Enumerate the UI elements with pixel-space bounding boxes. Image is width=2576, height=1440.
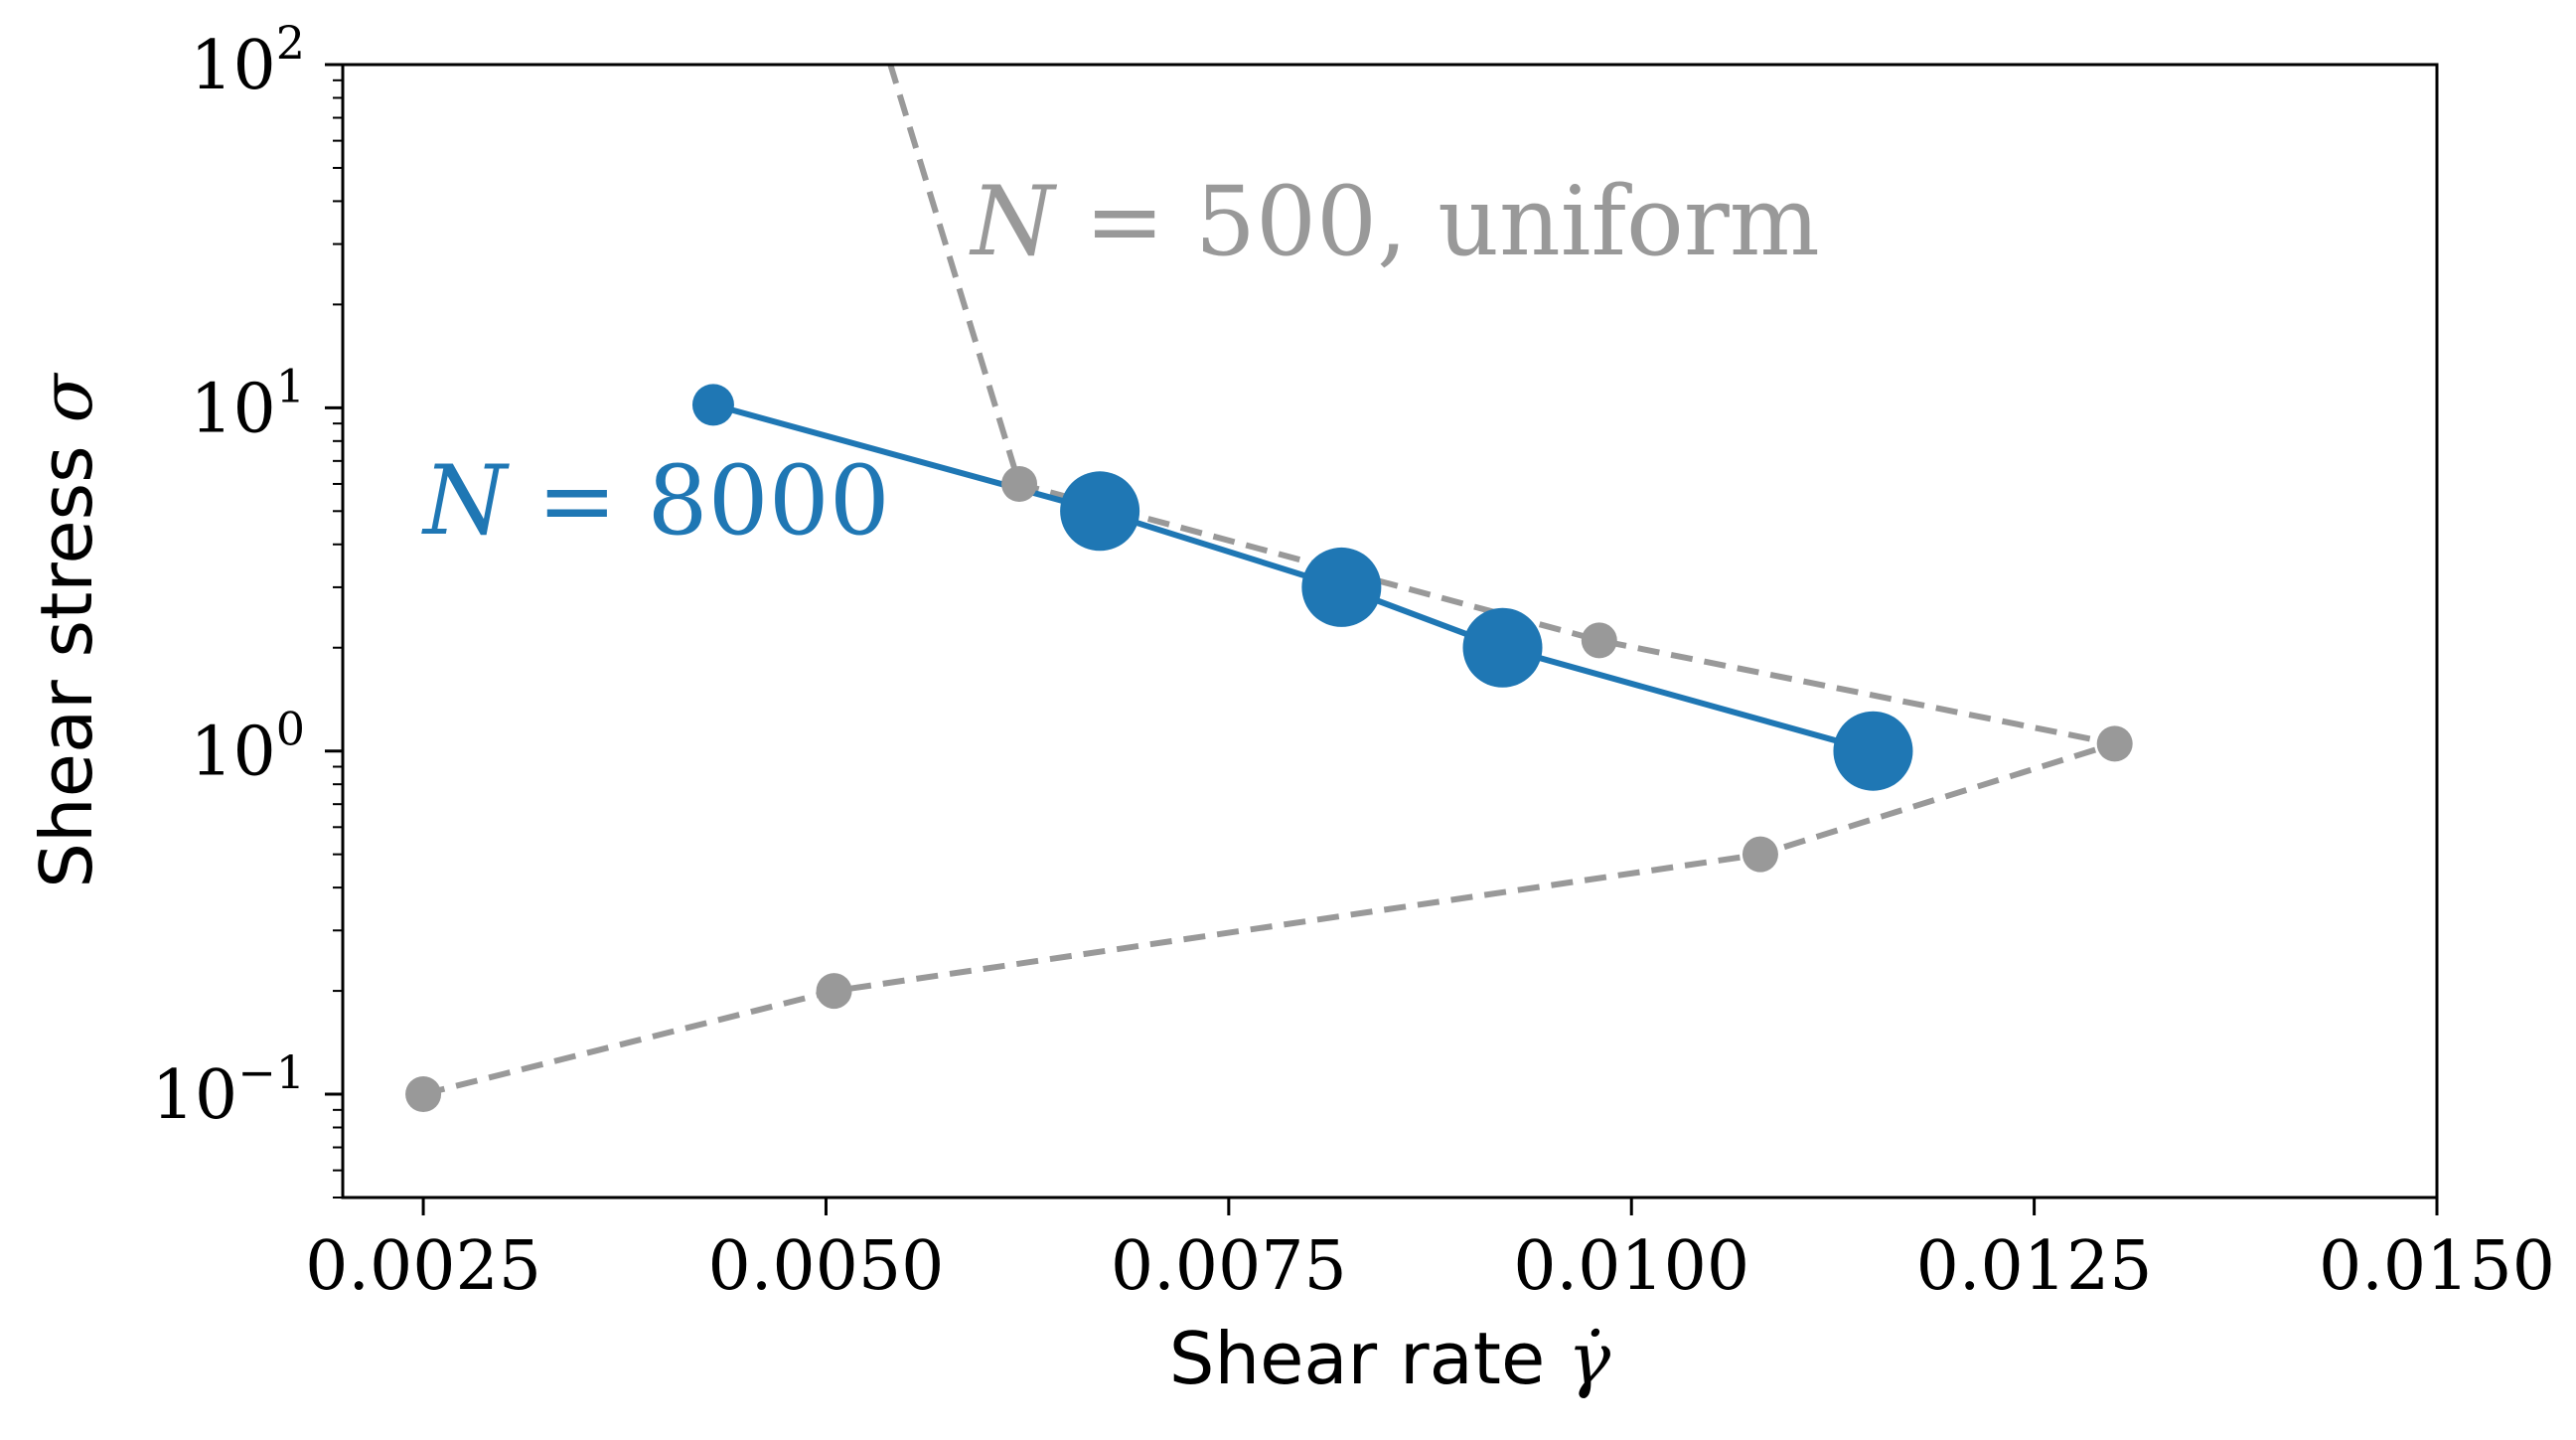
plot-layer bbox=[405, 65, 2133, 1113]
x-axis-label: Shear rate γ̇ bbox=[1169, 1317, 1611, 1400]
y-tick-label: 100 bbox=[190, 703, 305, 792]
data-point-n-8000 bbox=[1301, 547, 1382, 627]
data-point-n-8000 bbox=[1060, 471, 1140, 552]
y-tick-label: 101 bbox=[190, 359, 305, 448]
x-axis-label-symbol: γ̇ bbox=[1568, 1317, 1611, 1400]
data-point-n-500-uniform bbox=[2096, 725, 2133, 762]
axes-frame bbox=[341, 63, 2439, 1200]
data-point-n-500-uniform bbox=[816, 973, 852, 1010]
data-point-n-8000 bbox=[691, 384, 734, 426]
data-point-n-8000 bbox=[1462, 607, 1543, 688]
data-point-n-500-uniform bbox=[1742, 836, 1778, 873]
data-point-n-8000 bbox=[1833, 711, 1913, 791]
x-axis-label-text: Shear rate bbox=[1169, 1317, 1568, 1400]
x-tick-label: 0.0025 bbox=[305, 1227, 541, 1306]
x-tick-label: 0.0050 bbox=[707, 1227, 944, 1306]
x-tick-label: 0.0100 bbox=[1513, 1227, 1749, 1306]
x-tick-label: 0.0150 bbox=[2319, 1227, 2555, 1306]
annotations: N = 500, uniform N = 8000 bbox=[421, 166, 1820, 557]
data-point-n-500-uniform bbox=[1581, 622, 1617, 659]
annotation-n500: N = 500, uniform bbox=[969, 166, 1819, 277]
y-tick-label: 10−1 bbox=[152, 1045, 305, 1135]
x-tick-label: 0.0075 bbox=[1111, 1227, 1347, 1306]
y-tick-label: 102 bbox=[190, 16, 305, 105]
y-axis-label-text: Shear stress bbox=[25, 422, 108, 887]
data-point-n-500-uniform bbox=[405, 1076, 442, 1113]
x-tick-label: 0.0125 bbox=[1916, 1227, 2153, 1306]
annotation-n8000: N = 8000 bbox=[421, 445, 890, 557]
ticks-layer: 0.0025 0.0050 0.0075 0.0100 0.0125 0.0150 10−1… bbox=[152, 16, 2555, 1306]
y-axis-label: Shear stress σ bbox=[25, 372, 108, 887]
y-axis-label-symbol: σ bbox=[25, 372, 108, 422]
data-point-n-500-uniform bbox=[1001, 465, 1038, 502]
